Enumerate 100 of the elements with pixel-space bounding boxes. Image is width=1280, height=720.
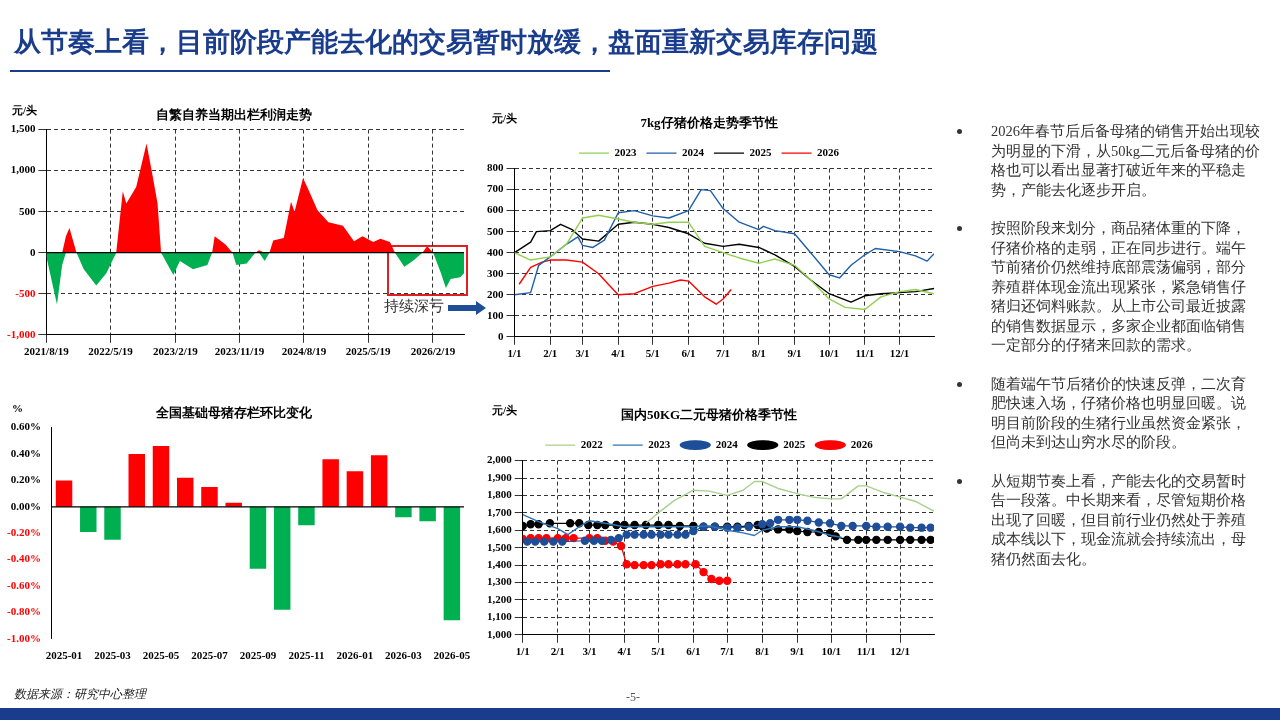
legend-label: 2025 <box>783 437 806 450</box>
y-tick-label: -0.40% <box>6 552 41 565</box>
x-tick-label: 2023/11/19 <box>214 345 265 358</box>
y-tick-label: 1,000 <box>10 163 36 176</box>
y-tick-label: 1,500 <box>487 540 513 553</box>
y-tick-label: -1,000 <box>6 327 36 340</box>
x-tick-label: 8/1 <box>755 645 770 658</box>
y-tick-label: 1,800 <box>487 488 513 501</box>
x-tick-label: 5/1 <box>651 645 666 658</box>
x-tick-label: 10/1 <box>821 645 841 658</box>
y-tick-label: -0.80% <box>6 605 41 618</box>
text: 从短期节奏上看，产能去化的交易暂时告一段落。中长期来看，尽管短期价格出现了回暖，但目前行业仍然处于养殖成本线以下，现金流就会持续流出，母猪仍然面去化。 <box>991 472 1246 567</box>
chart-title: 7kg仔猪价格走势季节性 <box>640 115 778 131</box>
x-tick-label: 2023/2/19 <box>153 345 199 358</box>
legend-label: 2025 <box>749 145 772 158</box>
y-tick-label: -1.00% <box>6 631 41 644</box>
annotation: 持续深亏 <box>384 296 444 314</box>
y-tick-label: 300 <box>487 266 504 279</box>
y-tick-label: 0 <box>498 329 504 342</box>
text: 从节奏上看，目前阶段产能去化的交易暂时放缓，盘面重新交易库存问题 <box>14 26 878 59</box>
x-tick-label: 11/1 <box>856 645 876 658</box>
x-tick-label: 7/1 <box>720 645 735 658</box>
y-tick-label: 600 <box>487 203 504 216</box>
legend-label: 2026 <box>850 437 874 450</box>
x-tick-label: 9/1 <box>790 645 805 658</box>
legend-label: 2026 <box>817 145 840 158</box>
x-tick-label: 2025-07 <box>191 649 229 662</box>
x-tick-label: 10/1 <box>819 347 839 360</box>
x-tick-label: 2026-05 <box>433 649 471 662</box>
y-tick-label: 500 <box>18 204 36 217</box>
x-tick-label: 6/1 <box>686 645 701 658</box>
legend-label: 2024 <box>715 437 739 450</box>
x-tick-label: 12/1 <box>890 645 910 658</box>
x-tick-label: 4/1 <box>617 645 632 658</box>
y-tick-label: 400 <box>487 245 504 258</box>
chart-title: 全国基础母猪存栏环比变化 <box>155 405 313 421</box>
y-tick-label: 0.00% <box>10 499 41 512</box>
y-tick-label: 700 <box>487 182 504 195</box>
x-tick-label: 2/1 <box>550 645 565 658</box>
x-tick-label: 1/1 <box>507 347 522 360</box>
y-tick-label: 0.60% <box>10 420 41 433</box>
y-tick-label: 500 <box>487 224 504 237</box>
y-tick-label: 100 <box>487 308 504 321</box>
y-tick-label: 1,700 <box>487 505 513 518</box>
legend-label: 2022 <box>580 437 604 450</box>
x-tick-label: 2/1 <box>543 347 558 360</box>
text: -5- <box>626 690 640 705</box>
legend-label: 2023 <box>648 437 671 450</box>
y-tick-label: 1,300 <box>487 575 513 588</box>
x-tick-label: 3/1 <box>575 347 590 360</box>
source-note: 数据来源：研究中心整理 <box>14 686 146 703</box>
text: 按照阶段来划分，商品猪体重的下降，仔猪价格的走弱，正在同步进行。端午节前猪价仍然维持底部震荡偏弱，部分养殖群体现金流出现紧张，紧急销售仔猪归还饲料账款。从上市公司最近披露的销售数据显示，多家企业都面临销售一定部分的仔猪来回款的需求。 <box>991 220 1246 353</box>
y-tick-label: 1,900 <box>487 470 513 483</box>
x-tick-label: 9/1 <box>787 347 802 360</box>
x-tick-label: 2025-01 <box>45 649 83 662</box>
y-axis-title: 元/头 <box>491 112 518 125</box>
x-tick-label: 6/1 <box>681 347 696 360</box>
y-tick-label: 0 <box>29 245 36 258</box>
y-tick-label: 200 <box>487 287 504 300</box>
y-tick-label: 1,100 <box>487 610 513 623</box>
x-tick-label: 2022/5/19 <box>88 345 134 358</box>
x-tick-label: 2025-05 <box>142 649 180 662</box>
x-tick-label: 4/1 <box>611 347 626 360</box>
chart-title: 国内50KG二元母猪价格季节性 <box>620 407 798 423</box>
x-tick-label: 2025-03 <box>94 649 132 662</box>
x-tick-label: 7/1 <box>716 347 731 360</box>
text: 2026年春节后后备母猪的销售开始出现较为明显的下滑，从50kg二元后备母猪的价格也可以看出显著打破近年来的平稳走势，产能去化逐步开启。 <box>991 123 1260 198</box>
x-tick-label: 2025-09 <box>239 649 277 662</box>
y-tick-label: 1,500 <box>10 122 36 135</box>
x-tick-label: 11/1 <box>855 347 875 360</box>
y-tick-label: 2,000 <box>487 453 513 466</box>
text: 随着端午节后猪价的快速反弹，二次育肥快速入场，仔猪价格也明显回暖。说明目前阶段的生猪行业虽然资金紧张，但尚未到达山穷水尽的阶段。 <box>991 375 1246 450</box>
legend-label: 2023 <box>614 145 637 158</box>
y-tick-label: -0.60% <box>6 578 41 591</box>
x-tick-label: 12/1 <box>889 347 910 360</box>
y-tick-label: 1,200 <box>487 592 513 605</box>
x-tick-label: 2024/8/19 <box>281 345 327 358</box>
y-tick-label: 1,000 <box>487 627 513 640</box>
x-tick-label: 1/1 <box>515 645 530 658</box>
x-tick-label: 2026-03 <box>385 649 423 662</box>
y-tick-label: 1,600 <box>487 523 513 536</box>
y-tick-label: 800 <box>487 161 504 174</box>
x-tick-label: 3/1 <box>582 645 597 658</box>
x-tick-label: 2021/8/19 <box>24 345 70 358</box>
y-axis-title: % <box>12 402 23 415</box>
y-tick-label: -0.20% <box>6 526 41 539</box>
x-tick-label: 5/1 <box>645 347 660 360</box>
y-tick-label: 1,400 <box>487 557 513 570</box>
chart-title: 自繁自养当期出栏利润走势 <box>156 107 312 123</box>
y-tick-label: 0.40% <box>10 446 41 459</box>
x-tick-label: 8/1 <box>751 347 766 360</box>
y-tick-label: 0.20% <box>10 473 41 486</box>
x-tick-label: 2026-01 <box>336 649 374 662</box>
x-tick-label: 2025-11 <box>288 649 325 662</box>
x-tick-label: 2025/5/19 <box>345 345 391 358</box>
y-axis-title: 元/头 <box>11 104 38 117</box>
x-tick-label: 2026/2/19 <box>410 345 456 358</box>
legend-label: 2024 <box>682 145 705 158</box>
y-axis-title: 元/头 <box>491 404 518 417</box>
y-tick-label: -500 <box>15 286 36 299</box>
